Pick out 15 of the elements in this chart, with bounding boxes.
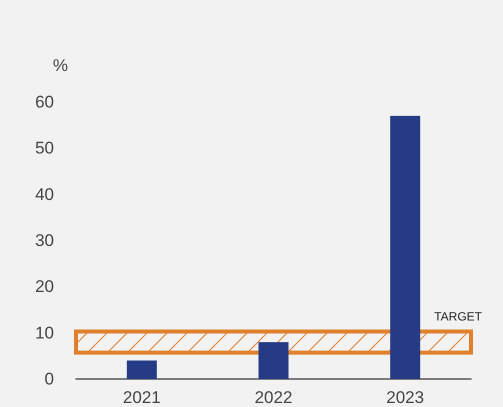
- bar: [126, 360, 157, 379]
- y-tick-label: 20: [35, 277, 54, 296]
- bar: [390, 116, 420, 379]
- y-tick-label: 30: [35, 231, 54, 250]
- bar: [258, 342, 288, 379]
- band-label: TARGET: [434, 309, 483, 324]
- y-tick-label: 50: [35, 138, 54, 158]
- y-axis-title: %: [52, 56, 68, 75]
- y-tick-label: 0: [44, 370, 54, 388]
- y-tick-label: 60: [35, 92, 54, 112]
- y-tick-label: 40: [35, 184, 54, 204]
- y-tick-label: 10: [35, 323, 54, 342]
- x-tick-label: 2023: [386, 388, 424, 407]
- x-tick-label: 2022: [254, 388, 292, 407]
- x-tick-label: 2021: [122, 388, 161, 407]
